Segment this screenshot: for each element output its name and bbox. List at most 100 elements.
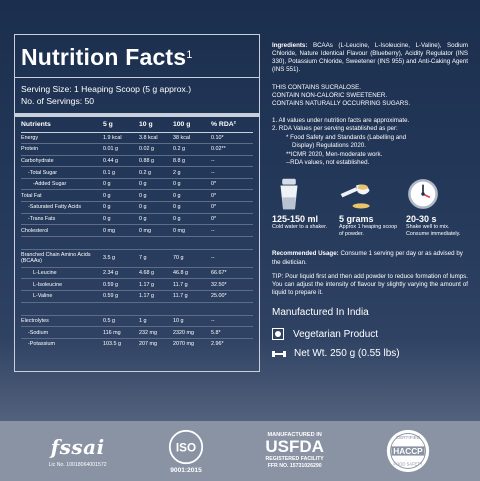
nutrient-value: 0 mg xyxy=(173,224,211,237)
nutrient-value: 232 mg xyxy=(139,326,173,339)
nutrient-value: 0 g xyxy=(139,189,173,203)
info-column: Ingredients: BCAAs (L-Leucine, L-Isoleuc… xyxy=(272,42,468,359)
servings-count: No. of Servings: 50 xyxy=(21,96,95,106)
fssai-logo: fssai Lic No. 10018064001572 xyxy=(48,434,107,468)
table-row: Cholesterol 0 mg 0 mg 0 mg -- xyxy=(21,224,253,237)
water-desc: Cold water to a shaker. xyxy=(272,224,328,231)
iso-logo: ISO 9001:2015 xyxy=(168,429,204,474)
water-amount: 125-150 ml xyxy=(272,214,319,225)
nutrient-value: 66.67* xyxy=(211,267,253,280)
nutrient-value: 0.1 g xyxy=(103,166,139,179)
warning-line: CONTAIN NON-CALORIC SWEETENER. xyxy=(272,92,388,99)
haccp-logo: CERTIFIED HACCP FOOD SAFETY xyxy=(385,428,431,474)
nutrient-name: L-Isoleucine xyxy=(21,278,103,292)
footnotes: 1. All values under nutrition facts are … xyxy=(272,117,468,167)
nutrient-value: 0 g xyxy=(173,189,211,203)
nutrient-name: Cholesterol xyxy=(21,224,103,237)
nutrient-value: 103.5 g xyxy=(103,341,121,348)
divider xyxy=(15,77,259,78)
nutrient-value: -- xyxy=(211,166,253,179)
nutrient-value: 0.59 g xyxy=(103,278,139,292)
nutrient-name: Carbohydrate xyxy=(21,155,103,168)
made-in: Manufactured In India xyxy=(272,307,369,319)
tip: TIP: Pour liquid first and then add powd… xyxy=(272,272,468,297)
table-row: L-Isoleucine 0.59 g 1.17 g 11.7 g 32.50* xyxy=(21,278,253,292)
nutrient-value: 2 g xyxy=(173,166,211,179)
nutrient-value: 0.2 g xyxy=(139,166,173,179)
svg-text:FOOD SAFETY: FOOD SAFETY xyxy=(394,462,423,467)
shake-desc: Shake well to mix. Consume immediately. xyxy=(406,224,461,237)
scoop-amount: 5 grams xyxy=(339,214,374,225)
col-5g: 5 g xyxy=(103,117,139,133)
note-2a: * Food Safety and Standards (Labelling a… xyxy=(286,133,407,141)
col-nutrients: Nutrients xyxy=(21,117,103,133)
note-2: 2. RDA Values per serving established as… xyxy=(272,125,398,133)
nutrient-value: 0.01 g xyxy=(103,143,139,156)
nutrient-value: 11.7 g xyxy=(173,290,211,303)
table-header-row: Nutrients 5 g 10 g 100 g % RDA² xyxy=(21,117,253,133)
nutrient-name: -Added Sugar xyxy=(21,178,103,191)
net-weight-line: Net Wt. 250 g (0.55 lbs) xyxy=(272,348,468,359)
nutrient-value: 0 mg xyxy=(103,224,139,237)
usage-icons: 125-150 ml Cold water to a shaker. 5 gra… xyxy=(272,177,468,237)
nutrient-value: 1 g xyxy=(139,315,173,328)
nutrient-value: -- xyxy=(211,224,253,237)
nutrient-value: 1.17 g xyxy=(139,290,173,303)
certification-footer: fssai Lic No. 10018064001572 ISO 9001:20… xyxy=(0,421,480,481)
serving-size: Serving Size: 1 Heaping Scoop (5 g appro… xyxy=(21,84,192,94)
nutrient-value: 0.02 g xyxy=(139,143,173,156)
nutrient-name: Energy xyxy=(21,132,103,145)
nutrient-value: 116 mg xyxy=(103,326,139,339)
veg-label: Vegetarian Product xyxy=(293,328,379,340)
nutrient-value: 0.2 g xyxy=(173,143,211,156)
nutrient-name: -Sodium xyxy=(21,326,103,339)
table-row: Carbohydrate 0.44 g 0.88 g 8.8 g -- xyxy=(21,155,253,168)
nutrient-value: 0 g xyxy=(103,201,139,214)
nutrient-value: 0* xyxy=(211,189,253,203)
shaker-icon xyxy=(280,179,298,210)
nutrient-name: Electrolytes xyxy=(21,315,103,328)
nutrient-value: 1.17 g xyxy=(139,278,173,292)
note-2d: --RDA values, not established. xyxy=(286,159,370,167)
nutrient-value: 4.68 g xyxy=(139,267,173,280)
haccp-badge-icon: CERTIFIED HACCP FOOD SAFETY xyxy=(387,429,430,473)
nutrient-value: 3.8 kcal xyxy=(139,132,173,145)
col-10g: 10 g xyxy=(139,117,173,133)
table-spacer xyxy=(21,236,253,250)
nutrient-value: 0* xyxy=(211,201,253,214)
scoop-icon xyxy=(340,184,370,209)
nutrient-value: -- xyxy=(211,249,253,268)
nutrient-value: 2320 mg xyxy=(173,326,211,339)
usage-step-scoop: 5 grams Approx 1 heaping scoop of powder… xyxy=(339,177,401,237)
dumbbell-icon xyxy=(272,350,286,357)
svg-text:HACCP: HACCP xyxy=(394,447,424,456)
nutrient-value: 0* xyxy=(211,178,253,191)
nutrient-value: -- xyxy=(211,315,253,328)
nutrient-name: Branched Chain Amino Acids (BCAAs) xyxy=(21,249,103,268)
nutrient-value: 0 g xyxy=(173,201,211,214)
nutrient-value: 0 g xyxy=(139,201,173,214)
nutrient-value: 10 g xyxy=(173,315,211,328)
nutrient-name: Protein xyxy=(21,143,103,156)
nutrient-value: 0.59 g xyxy=(103,290,139,303)
col-rda: % RDA² xyxy=(211,117,253,133)
warning-line: THIS CONTAINS SUCRALOSE. xyxy=(272,84,361,91)
veg-mark-icon xyxy=(272,328,284,341)
table-row: Energy 1.9 kcal 3.8 kcal 38 kcal 0.10* xyxy=(21,132,253,145)
nutrition-facts-panel: Nutrition Facts1 Serving Size: 1 Heaping… xyxy=(14,34,260,372)
nutrient-value: 11.7 g xyxy=(173,278,211,292)
nutrient-name: -Saturated Fatty Acids xyxy=(21,201,103,214)
nutrient-value: 0 g xyxy=(103,178,139,191)
nutrient-name: Total Fat xyxy=(21,189,103,203)
veg-line: Vegetarian Product xyxy=(272,328,468,341)
clock-icon xyxy=(408,179,438,210)
nutrient-value: 0 g xyxy=(139,213,173,226)
warnings: THIS CONTAINS SUCRALOSE. CONTAIN NON-CAL… xyxy=(272,84,468,108)
table-row: L-Valine 0.59 g 1.17 g 11.7 g 25.00* xyxy=(21,290,253,303)
nutrient-value: 2070 mg xyxy=(173,341,194,348)
iso-globe-icon: ISO xyxy=(168,429,204,464)
